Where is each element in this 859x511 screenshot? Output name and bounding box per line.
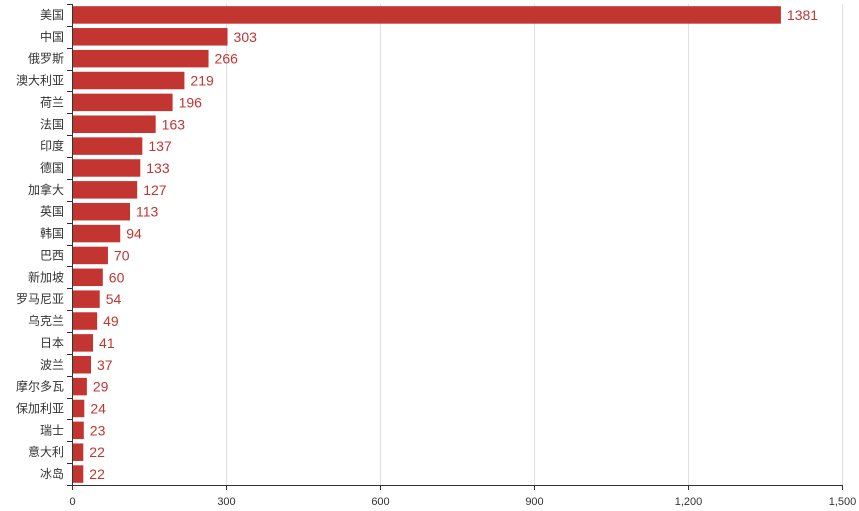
- category-label: 瑞士: [40, 423, 64, 437]
- category-label: 中国: [40, 29, 64, 44]
- category-label: 德国: [40, 160, 64, 175]
- bar[interactable]: [73, 137, 143, 155]
- bars: [73, 6, 781, 483]
- data-label: 1381: [787, 7, 818, 23]
- data-label: 29: [93, 379, 109, 395]
- bar[interactable]: [73, 399, 85, 418]
- data-label: 37: [97, 357, 113, 373]
- category-label: 新加坡: [28, 269, 64, 284]
- value-tick-label: 900: [525, 496, 543, 508]
- value-tick-label: 1,500: [829, 496, 857, 508]
- data-label: 23: [90, 422, 106, 438]
- bar[interactable]: [73, 246, 108, 265]
- data-label: 41: [99, 335, 115, 351]
- data-label: 54: [106, 291, 122, 307]
- value-axis: 0 300 600 900 1,200 1,500: [69, 485, 856, 508]
- category-label: 加拿大: [28, 182, 64, 197]
- data-label: 94: [126, 226, 142, 242]
- category-label: 俄罗斯: [28, 52, 64, 66]
- value-tick-label: 1,200: [675, 496, 703, 508]
- bar[interactable]: [73, 224, 121, 243]
- bar[interactable]: [73, 312, 98, 330]
- data-label: 22: [89, 444, 105, 460]
- category-axis: 美国中国俄罗斯澳大利亚荷兰法国印度德国加拿大英国韩国巴西新加坡罗马尼亚乌克兰日本…: [16, 4, 73, 486]
- category-label: 波兰: [40, 358, 64, 372]
- bar[interactable]: [73, 202, 131, 221]
- bar[interactable]: [73, 443, 84, 461]
- bar[interactable]: [73, 356, 91, 374]
- bar[interactable]: [73, 290, 100, 308]
- category-label: 冰岛: [40, 466, 64, 481]
- category-label: 韩国: [40, 226, 64, 241]
- data-label: 219: [190, 73, 214, 89]
- category-label: 法国: [40, 117, 64, 131]
- bar[interactable]: [73, 115, 156, 133]
- category-label: 巴西: [40, 248, 64, 262]
- bar[interactable]: [73, 465, 84, 483]
- data-label: 133: [146, 160, 170, 176]
- category-label: 意大利: [28, 444, 64, 459]
- data-label: 127: [143, 182, 167, 198]
- bar[interactable]: [73, 268, 103, 287]
- category-label: 保加利亚: [16, 401, 64, 415]
- data-label: 49: [103, 313, 119, 329]
- bar[interactable]: [73, 181, 138, 199]
- category-label: 印度: [40, 138, 64, 153]
- bar[interactable]: [73, 93, 173, 112]
- bar[interactable]: [73, 6, 781, 24]
- category-label: 乌克兰: [28, 313, 64, 328]
- category-label: 罗马尼亚: [16, 292, 64, 306]
- data-label: 163: [162, 116, 186, 132]
- category-label: 日本: [40, 336, 64, 350]
- bar[interactable]: [73, 421, 84, 440]
- data-label: 303: [234, 29, 258, 45]
- data-label: 24: [90, 400, 106, 416]
- category-label: 澳大利亚: [16, 74, 64, 88]
- category-label: 荷兰: [40, 95, 64, 109]
- data-label: 113: [136, 204, 159, 220]
- bar[interactable]: [73, 71, 185, 90]
- category-label: 摩尔多瓦: [16, 379, 64, 394]
- value-tick-label: 0: [69, 496, 75, 508]
- data-label: 60: [109, 269, 125, 285]
- bar[interactable]: [73, 49, 209, 68]
- category-label: 美国: [40, 8, 64, 22]
- data-label: 70: [114, 247, 130, 263]
- bar[interactable]: [73, 28, 228, 46]
- data-label: 137: [148, 138, 172, 154]
- bar[interactable]: [73, 159, 141, 177]
- value-tick-label: 300: [217, 496, 235, 508]
- data-label: 196: [179, 94, 203, 110]
- category-label: 英国: [40, 205, 64, 219]
- grid-lines: [226, 4, 843, 485]
- bar[interactable]: [73, 334, 94, 352]
- value-tick-label: 600: [371, 496, 389, 508]
- data-label: 22: [89, 466, 105, 482]
- bar[interactable]: [73, 377, 87, 396]
- data-label: 266: [215, 51, 239, 67]
